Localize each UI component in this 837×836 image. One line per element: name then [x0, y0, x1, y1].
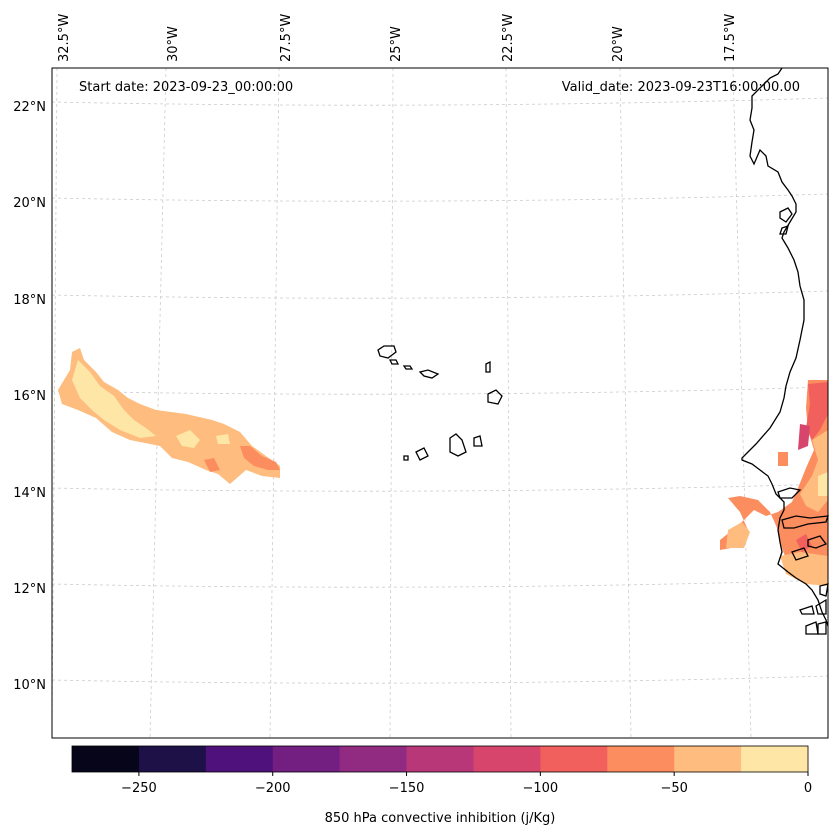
parallel-line [51, 193, 829, 202]
lon-label-32-5w: 32.5°W [57, 14, 72, 62]
colorbar-swatch [473, 746, 541, 772]
island-santo-antao [377, 345, 397, 359]
colorbar-swatch [674, 746, 742, 772]
lon-label-20w: 20°W [611, 26, 626, 62]
colorbar-tick-label: −150 [389, 781, 425, 796]
colorbar-tick-label: 0 [804, 781, 812, 796]
lat-label-20n: 20°N [13, 196, 46, 211]
colorbar-tick-label: −200 [255, 781, 291, 796]
colorbar-swatch [339, 746, 408, 772]
meridian-line [149, 67, 167, 739]
lat-label-18n: 18°N [13, 293, 46, 308]
lon-label-30w: 30°W [166, 26, 181, 62]
lat-label-22n: 22°N [13, 100, 46, 115]
colorbar-swatch [138, 746, 207, 772]
africa-coastline [741, 67, 829, 627]
lon-label-25w: 25°W [389, 26, 404, 62]
colorbar-swatch [540, 746, 608, 772]
graticule [51, 67, 829, 739]
longitude-labels: 32.5°W 30°W 27.5°W 25°W 22.5°W 20°W 17.5… [57, 14, 738, 62]
colorbar-tick-label: −100 [523, 781, 559, 796]
colorbar-swatch [607, 746, 675, 772]
parallel-line [51, 675, 829, 684]
colorbar-label: 850 hPa convective inhibition (j/Kg) [325, 811, 556, 826]
colorbar-swatch [72, 746, 140, 772]
meridian-line [389, 67, 394, 739]
parallel-line [51, 290, 829, 299]
meridian-line [269, 67, 280, 739]
meridian-line [619, 67, 632, 739]
lat-label-16n: 16°N [13, 389, 46, 404]
map-plot-area [52, 68, 828, 738]
lat-label-12n: 12°N [13, 582, 46, 597]
parallel-line [51, 386, 829, 395]
colorbar-tick-label: −50 [660, 781, 687, 796]
meridian-line [732, 67, 752, 739]
cin-field-africa [720, 380, 828, 586]
lon-label-27-5w: 27.5°W [279, 14, 294, 62]
map-frame [51, 67, 829, 739]
coastlines [377, 67, 829, 635]
colorbar-swatch [741, 746, 809, 772]
lat-label-10n: 10°N [13, 678, 46, 693]
cin-field-atlantic [58, 348, 280, 484]
latitude-labels: 22°N 20°N 18°N 16°N 14°N 12°N 10°N [13, 100, 46, 693]
valid-date-label: Valid_date: 2023-09-23T16:00:00.00 [562, 80, 800, 95]
lon-label-17-5w: 17.5°W [723, 14, 738, 62]
colorbar-swatch [406, 746, 474, 772]
parallel-line [51, 483, 829, 492]
meridian-line [51, 67, 58, 739]
colorbar: −250 −200 −150 −100 −50 0 [71, 745, 812, 796]
parallel-line [51, 97, 829, 106]
lat-label-14n: 14°N [13, 486, 46, 501]
colorbar-tick-label: −250 [121, 781, 157, 796]
colorbar-swatch [272, 746, 341, 772]
parallel-line [51, 579, 829, 588]
lon-label-22-5w: 22.5°W [501, 14, 516, 62]
colorbar-swatch [205, 746, 274, 772]
start-date-label: Start date: 2023-09-23_00:00:00 [79, 80, 293, 95]
colorbar-frame [71, 745, 809, 773]
meridian-line [505, 67, 512, 739]
